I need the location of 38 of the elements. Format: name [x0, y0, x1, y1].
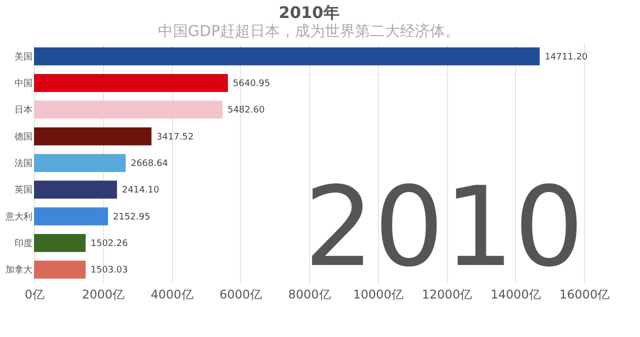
data-label: 2152.95 [113, 212, 150, 222]
data-label: 2414.10 [122, 186, 160, 196]
bar [34, 47, 540, 66]
y-tick-label: 中国 [14, 78, 32, 89]
y-tick-label: 加拿大 [6, 264, 32, 276]
bar [34, 74, 228, 92]
x-tick-label: 12000亿 [422, 288, 472, 302]
bar [34, 154, 126, 172]
chart-subtitle: 中国GDP赶超日本，成为世界第二大经济体。 [158, 22, 460, 40]
y-tick-label: 英国 [14, 184, 32, 196]
y-tick-label: 日本 [14, 104, 32, 116]
bar [34, 127, 152, 146]
bar [34, 260, 86, 279]
chart-title: 2010年 [278, 3, 340, 22]
data-label: 14711.20 [544, 52, 588, 62]
data-label: 3417.52 [156, 132, 194, 142]
data-label: 5482.60 [227, 106, 265, 116]
data-label: 5640.95 [232, 79, 270, 89]
x-tick-label: 6000亿 [219, 288, 262, 302]
data-label: 2668.64 [130, 159, 168, 169]
bar [34, 234, 86, 252]
y-tick-label: 德国 [14, 131, 32, 142]
bar [34, 100, 222, 119]
x-tick-label: 16000亿 [559, 288, 610, 302]
x-tick-label: 10000亿 [353, 288, 404, 302]
x-tick-label: 0亿 [24, 288, 44, 302]
x-tick-label: 8000亿 [288, 288, 331, 302]
x-tick-label: 14000亿 [490, 288, 541, 302]
bar [34, 180, 117, 199]
y-tick-label: 印度 [14, 238, 32, 249]
data-label: 1503.03 [90, 266, 128, 276]
x-tick-label: 4000亿 [150, 288, 194, 302]
y-tick-label: 意大利 [4, 211, 32, 222]
x-tick-label: 2000亿 [82, 288, 125, 302]
y-tick-label: 法国 [14, 158, 32, 169]
bar [34, 207, 108, 226]
y-tick-label: 美国 [14, 51, 32, 62]
data-label: 1502.26 [90, 239, 128, 249]
